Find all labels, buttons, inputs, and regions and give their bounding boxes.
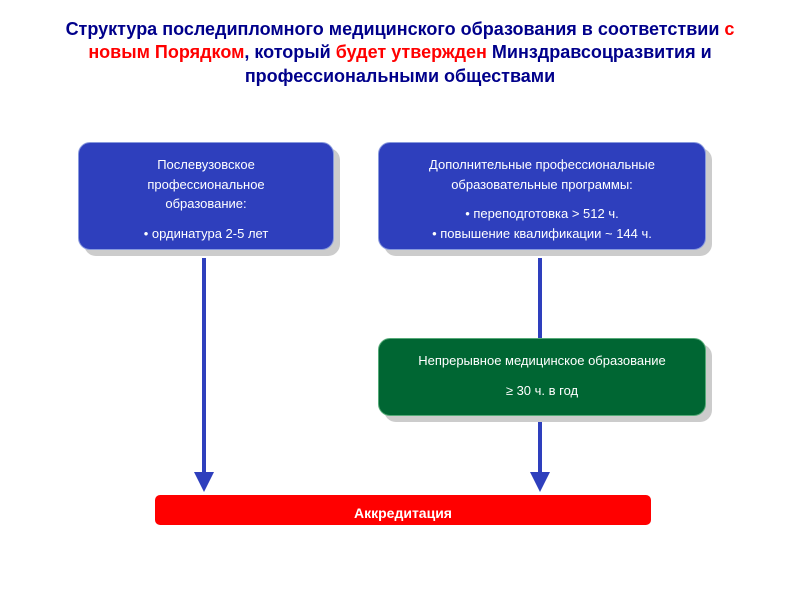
rt-line1: Дополнительные профессиональные (395, 155, 689, 175)
arrow-left-head (194, 472, 214, 492)
box-middle-green: Непрерывное медицинское образование ≥ 30… (378, 338, 706, 416)
box-left-top: Послевузовское профессиональное образова… (78, 142, 334, 250)
lt-bullet1: • ординатура 2-5 лет (95, 224, 317, 244)
lt-line1: Послевузовское (95, 155, 317, 175)
lt-line2: профессиональное (95, 175, 317, 195)
title-part3: , который (244, 42, 335, 62)
lt-line3: образование: (95, 194, 317, 214)
box-bottom-red: Аккредитация (154, 494, 652, 526)
mg-line1: Непрерывное медицинское образование (395, 351, 689, 371)
rt-bullet2: • повышение квалификации ~ 144 ч. (395, 224, 689, 244)
arrow-right-head (530, 472, 550, 492)
box-right-top: Дополнительные профессиональные образова… (378, 142, 706, 250)
arrow-left-line (202, 258, 206, 474)
title-part4: будет утвержден (336, 42, 487, 62)
mg-line2: ≥ 30 ч. в год (395, 381, 689, 401)
red-label: Аккредитация (354, 505, 452, 521)
title-part1: Структура последипломного медицинского о… (66, 19, 725, 39)
rt-bullet1: • переподготовка > 512 ч. (395, 204, 689, 224)
slide-title: Структура последипломного медицинского о… (0, 0, 800, 98)
rt-line2: образовательные программы: (395, 175, 689, 195)
